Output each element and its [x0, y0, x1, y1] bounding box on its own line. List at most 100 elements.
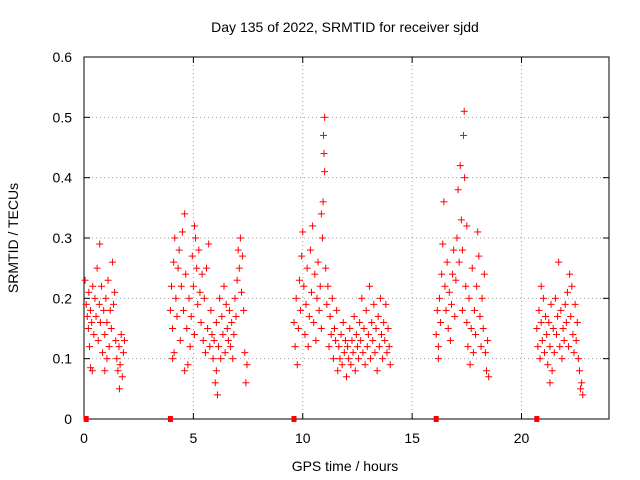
data-point [93, 264, 101, 272]
x-tick-label: 0 [80, 430, 88, 446]
data-point [485, 373, 493, 381]
data-point [295, 276, 303, 284]
data-point [187, 312, 195, 320]
data-point [320, 131, 328, 139]
data-point [170, 258, 178, 266]
data-point [170, 349, 178, 357]
data-point [373, 367, 381, 375]
data-point [374, 312, 382, 320]
data-point [333, 306, 341, 314]
data-point [96, 318, 104, 326]
data-point [228, 318, 236, 326]
data-point [441, 282, 449, 290]
data-point [335, 343, 343, 351]
data-point [224, 337, 232, 345]
y-tick-label: 0.2 [53, 290, 73, 306]
data-point [115, 385, 123, 393]
data-point [192, 234, 200, 242]
data-point [114, 367, 122, 375]
data-point [117, 331, 125, 339]
data-point [363, 343, 371, 351]
data-point [171, 234, 179, 242]
data-point [477, 343, 485, 351]
data-point [190, 331, 198, 339]
data-point [321, 113, 329, 121]
data-point [538, 337, 546, 345]
data-point [370, 300, 378, 308]
data-point [360, 325, 368, 332]
data-point [321, 168, 329, 176]
data-point [383, 349, 391, 357]
data-point [547, 300, 555, 308]
boundary-marker [167, 416, 173, 422]
data-point [444, 325, 452, 332]
data-point [483, 367, 490, 375]
data-point [463, 222, 471, 230]
data-point [103, 355, 111, 363]
data-point [241, 349, 249, 357]
x-tick-label: 10 [295, 430, 311, 446]
data-point [87, 364, 95, 372]
data-point [234, 246, 242, 254]
data-point [169, 355, 177, 363]
data-point [534, 343, 542, 351]
data-point [450, 246, 458, 254]
data-point [456, 162, 464, 170]
data-point [303, 264, 311, 272]
data-point [458, 306, 466, 314]
data-point [368, 318, 376, 326]
data-point [579, 391, 587, 399]
data-point [469, 349, 477, 357]
data-point [304, 343, 312, 351]
data-point [184, 361, 192, 369]
data-point [81, 276, 89, 284]
data-point [345, 355, 353, 363]
data-point [239, 252, 247, 260]
data-point [346, 325, 354, 332]
data-point [89, 282, 97, 290]
data-point [320, 150, 328, 158]
data-point [570, 349, 578, 357]
data-point [467, 325, 475, 332]
y-tick-label: 0.5 [53, 109, 73, 125]
data-point [91, 294, 99, 302]
data-point [567, 312, 575, 320]
data-point [372, 325, 380, 332]
data-point [188, 252, 196, 260]
data-point [566, 270, 574, 278]
data-point [197, 318, 205, 326]
data-point [169, 325, 177, 332]
data-point [110, 300, 118, 308]
data-point [230, 331, 238, 339]
data-point [468, 264, 476, 272]
data-point [546, 379, 554, 387]
data-point [290, 318, 298, 326]
data-point [166, 306, 174, 314]
data-point [365, 282, 373, 290]
data-point [182, 270, 190, 278]
data-point [548, 367, 556, 375]
data-point [338, 361, 346, 369]
data-point [317, 325, 325, 332]
data-point [384, 325, 392, 332]
data-point [195, 246, 203, 254]
data-point [311, 270, 319, 278]
data-point [562, 318, 570, 326]
data-point [438, 270, 446, 278]
data-point [223, 325, 231, 332]
data-point [216, 294, 224, 302]
data-point [568, 282, 576, 290]
data-point [173, 312, 181, 320]
data-point [561, 300, 569, 308]
data-point [574, 355, 582, 363]
data-point [96, 240, 104, 248]
data-point [339, 318, 347, 326]
data-point [120, 337, 128, 345]
data-point [440, 198, 448, 206]
data-point [308, 288, 315, 296]
data-point [449, 270, 457, 278]
data-point [101, 331, 109, 339]
data-point [367, 355, 375, 363]
data-point [190, 222, 198, 230]
data-point [222, 300, 230, 308]
